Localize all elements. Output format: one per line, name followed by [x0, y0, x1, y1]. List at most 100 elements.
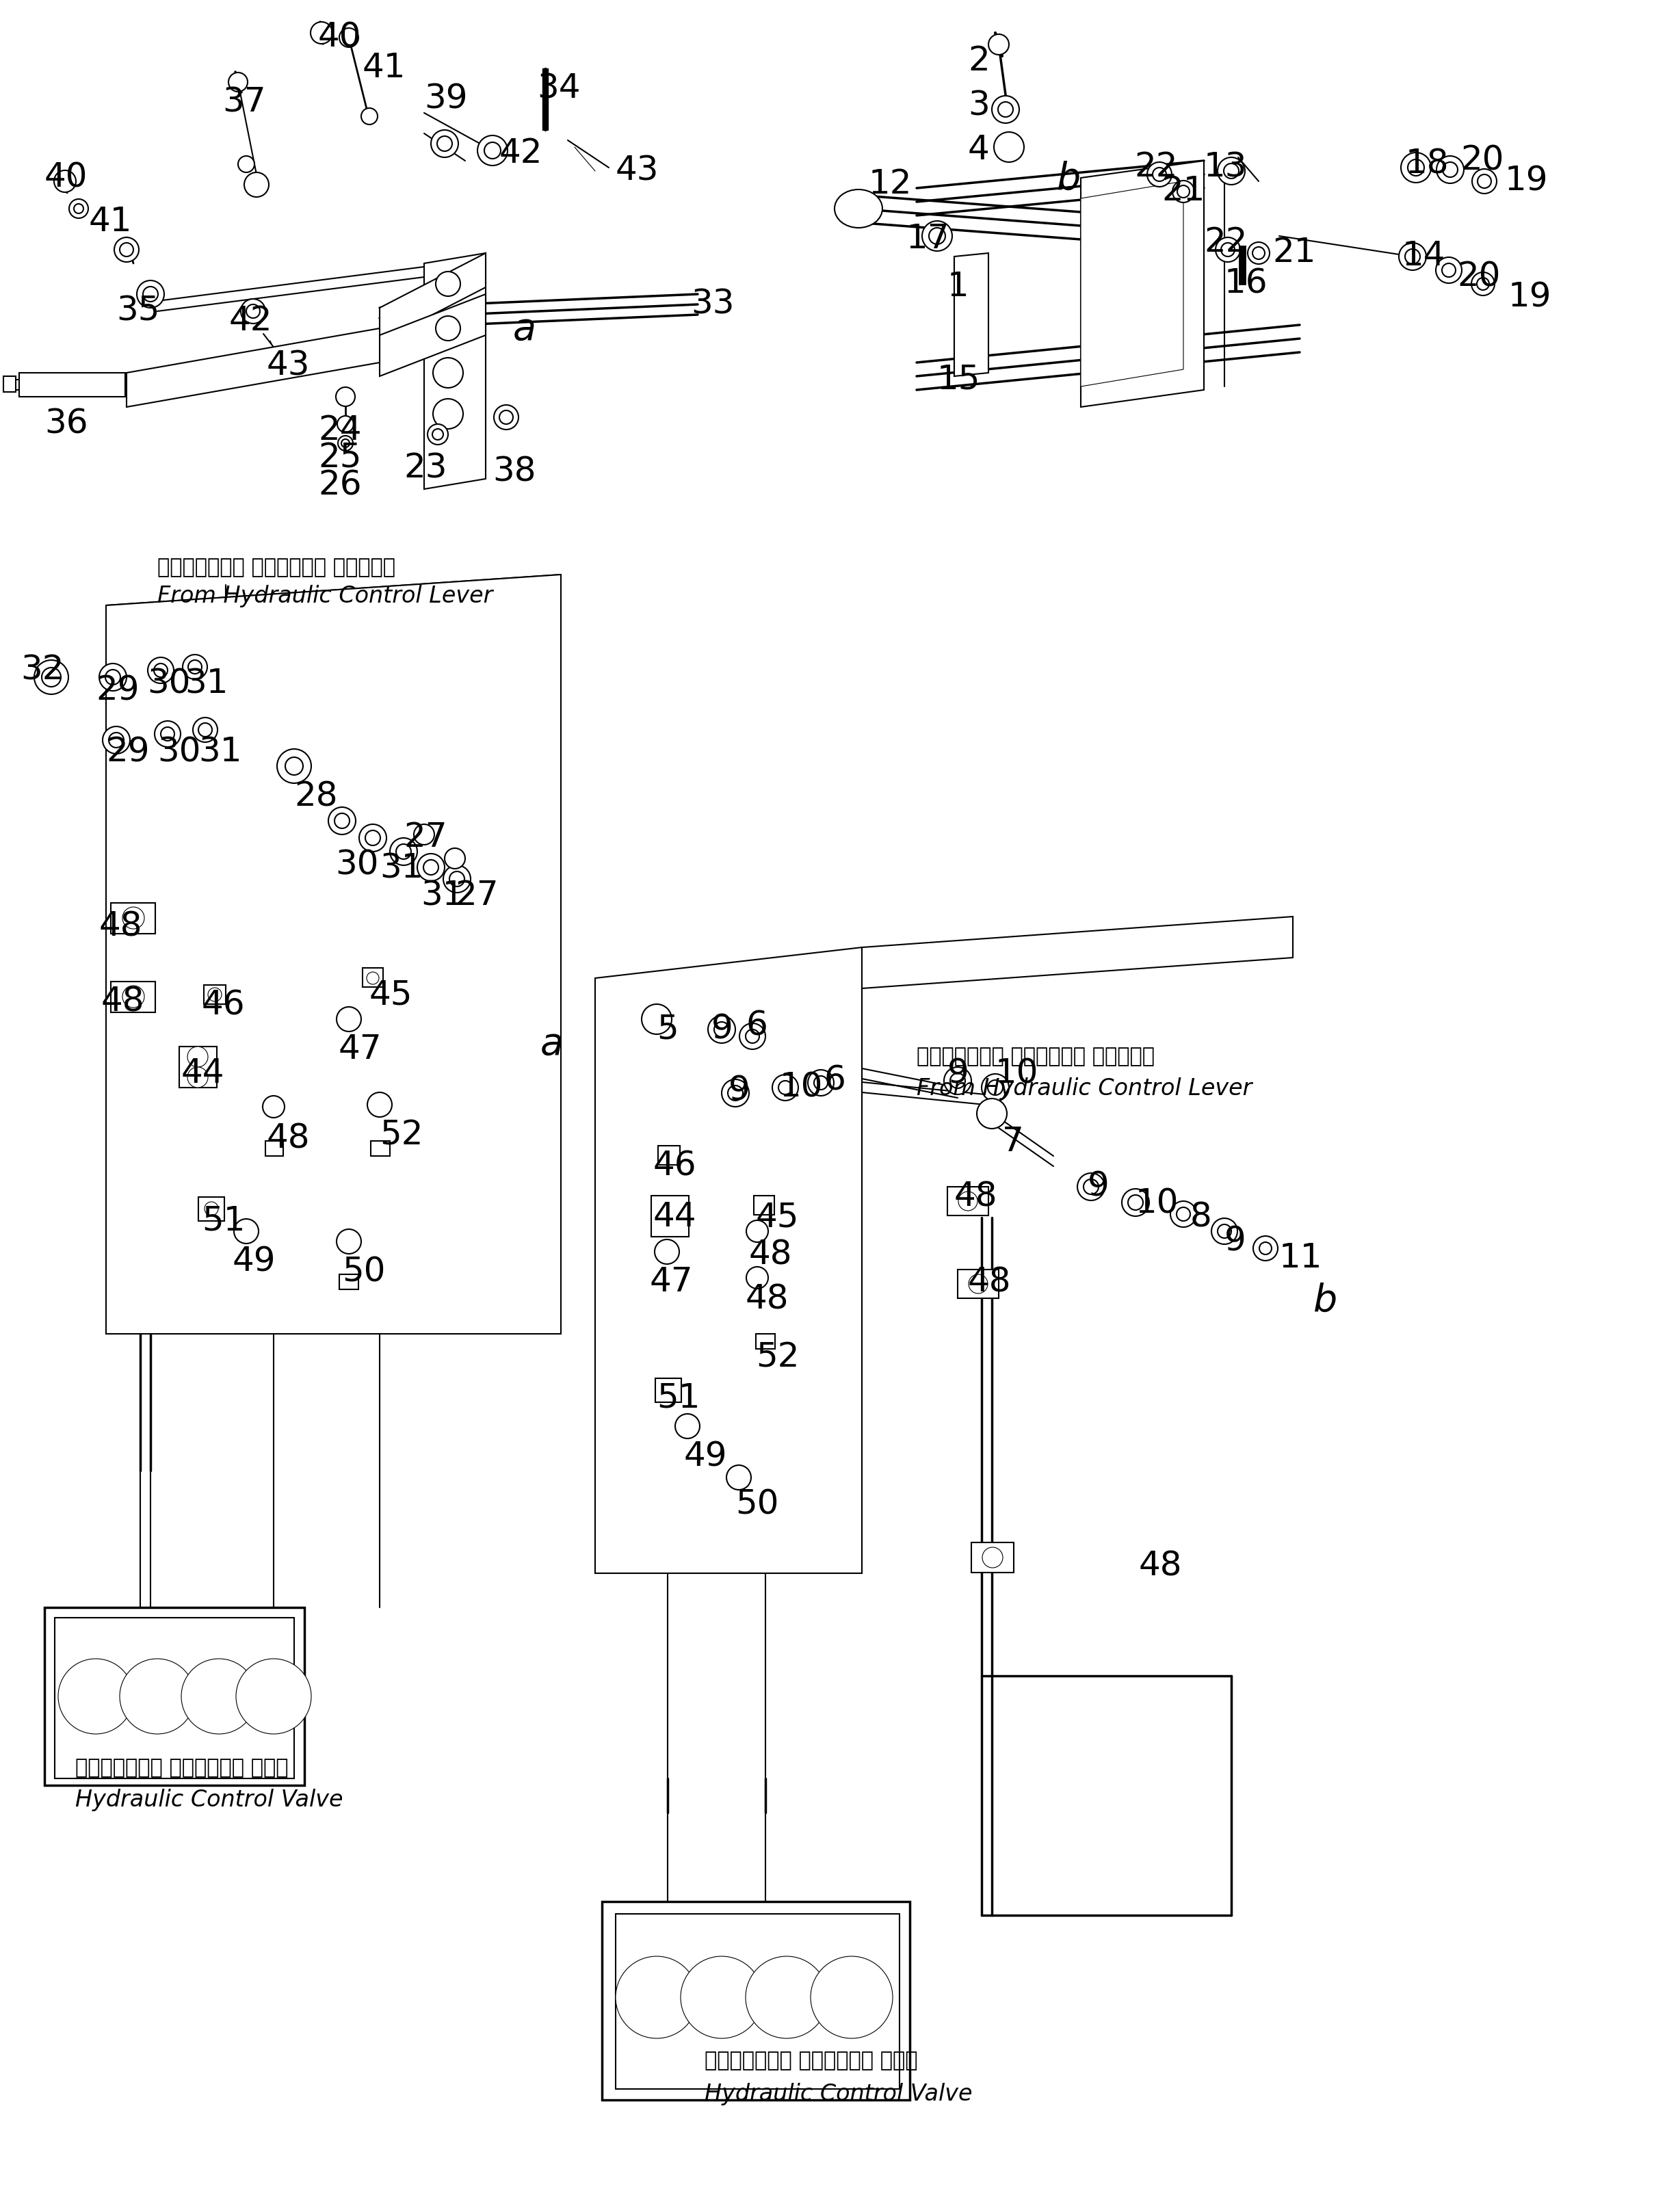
Circle shape: [969, 1275, 988, 1293]
Text: 46: 46: [202, 988, 245, 1021]
Text: 48: 48: [954, 1181, 998, 1214]
Text: 18: 18: [1406, 147, 1450, 180]
Circle shape: [396, 845, 412, 858]
Bar: [1240, 246, 1245, 283]
Text: 42: 42: [499, 136, 543, 169]
Circle shape: [1260, 1242, 1272, 1256]
Circle shape: [484, 143, 501, 158]
Text: 9: 9: [948, 1056, 969, 1089]
Circle shape: [235, 1659, 311, 1734]
Circle shape: [188, 1067, 208, 1087]
Polygon shape: [1080, 182, 1183, 386]
Circle shape: [188, 1047, 208, 1067]
Text: Hydraulic Control Valve: Hydraulic Control Valve: [76, 1789, 343, 1811]
Bar: [44, 1607, 304, 1785]
Circle shape: [1253, 1236, 1278, 1260]
Text: ハイドロリック コントロール レバーより: ハイドロリック コントロール レバーより: [917, 1047, 1154, 1067]
Circle shape: [338, 415, 354, 432]
Circle shape: [1472, 169, 1497, 193]
Circle shape: [778, 1080, 791, 1095]
Circle shape: [1477, 173, 1492, 189]
Circle shape: [773, 1076, 798, 1100]
Text: 6: 6: [825, 1065, 847, 1098]
Circle shape: [198, 722, 212, 738]
Text: 10: 10: [780, 1071, 823, 1104]
Text: b: b: [1314, 1282, 1337, 1319]
Circle shape: [450, 871, 464, 887]
Circle shape: [1441, 263, 1455, 277]
Circle shape: [366, 972, 380, 983]
Text: 48: 48: [968, 1267, 1011, 1297]
Circle shape: [228, 72, 247, 92]
Circle shape: [240, 299, 265, 323]
Text: 38: 38: [492, 454, 536, 487]
Circle shape: [99, 663, 126, 691]
Text: 47: 47: [339, 1034, 381, 1067]
Text: 30: 30: [158, 735, 202, 768]
Circle shape: [239, 156, 254, 173]
Text: 48: 48: [99, 909, 143, 942]
Text: From Hydraulic Control Lever: From Hydraulic Control Lever: [917, 1078, 1252, 1100]
Circle shape: [1472, 272, 1495, 296]
Circle shape: [74, 204, 84, 213]
Circle shape: [1152, 167, 1166, 182]
Circle shape: [123, 907, 144, 928]
Bar: [659, 1146, 680, 1166]
Circle shape: [437, 136, 452, 151]
Circle shape: [390, 838, 417, 865]
Text: 21: 21: [1161, 173, 1205, 206]
Circle shape: [339, 29, 358, 48]
Circle shape: [42, 667, 60, 687]
Text: 44: 44: [181, 1056, 225, 1089]
Circle shape: [234, 1218, 259, 1245]
Circle shape: [119, 1659, 195, 1734]
Text: 12: 12: [869, 167, 912, 200]
Polygon shape: [595, 948, 862, 1574]
Circle shape: [34, 661, 69, 694]
Circle shape: [951, 1073, 966, 1089]
Circle shape: [642, 1003, 672, 1034]
Text: 20: 20: [1457, 259, 1500, 292]
Circle shape: [1122, 1190, 1149, 1216]
Text: 6: 6: [746, 1010, 768, 1043]
Text: 35: 35: [116, 294, 160, 327]
Bar: [55, 1618, 294, 1778]
Bar: [203, 986, 225, 1003]
Circle shape: [1173, 180, 1194, 202]
Text: 34: 34: [538, 72, 580, 105]
Circle shape: [1477, 279, 1488, 290]
Circle shape: [328, 808, 356, 834]
Circle shape: [341, 439, 349, 448]
Circle shape: [338, 437, 353, 450]
Circle shape: [336, 386, 354, 406]
Circle shape: [336, 1008, 361, 1032]
Circle shape: [286, 757, 302, 775]
Text: a: a: [512, 312, 536, 347]
Circle shape: [433, 358, 464, 389]
Polygon shape: [380, 252, 486, 342]
Text: 3: 3: [968, 90, 990, 121]
Text: 52: 52: [380, 1119, 423, 1150]
Text: 49: 49: [232, 1245, 276, 1277]
Bar: [198, 1196, 225, 1220]
Text: 50: 50: [736, 1488, 780, 1521]
Circle shape: [1253, 246, 1265, 259]
Text: 19: 19: [1505, 165, 1549, 198]
Circle shape: [114, 237, 139, 261]
Text: 42: 42: [228, 305, 272, 338]
Text: From Hydraulic Control Lever: From Hydraulic Control Lever: [158, 584, 492, 608]
Bar: [180, 1047, 217, 1087]
Circle shape: [102, 727, 129, 753]
Text: 7: 7: [1001, 1126, 1023, 1159]
Polygon shape: [862, 918, 1294, 988]
Bar: [111, 981, 155, 1012]
Text: 9: 9: [729, 1073, 751, 1106]
Circle shape: [1404, 248, 1420, 263]
Circle shape: [106, 669, 121, 685]
Text: 41: 41: [89, 204, 133, 237]
Circle shape: [746, 1220, 768, 1242]
Circle shape: [423, 860, 438, 876]
Circle shape: [155, 663, 168, 678]
Text: 11: 11: [1278, 1242, 1322, 1275]
Circle shape: [722, 1080, 749, 1106]
